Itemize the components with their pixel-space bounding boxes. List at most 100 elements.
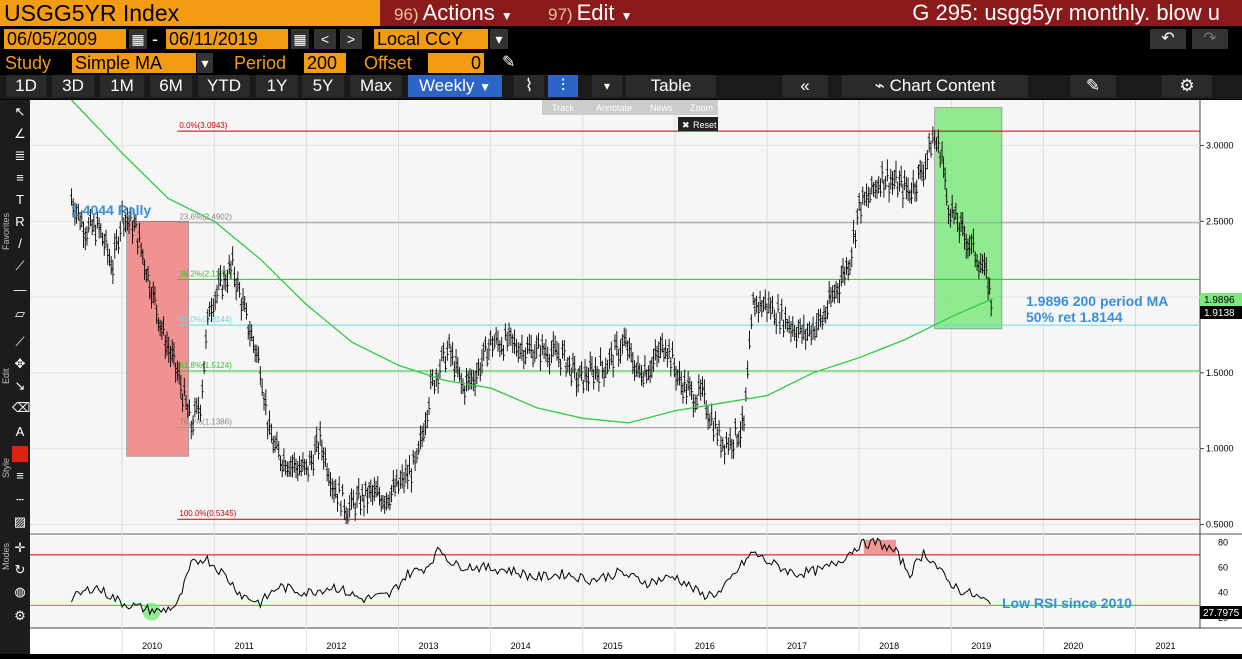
rsi-annotation[interactable]: Low RSI since 2010 <box>1002 595 1132 611</box>
currency-select[interactable]: Local CCY <box>374 29 488 49</box>
undo-icon[interactable]: ↶ <box>1150 29 1186 49</box>
edit-side-label: Edit <box>1 368 11 384</box>
pattern-icon[interactable]: ▨ <box>13 514 27 529</box>
left-toolbar: ↖ ∠ ≣ ≡ T R / ⟋ — ▱ ⟋ ✥ ↘ ⌫ A ≡ ┄ ▨ ✛ ↻ … <box>0 100 30 654</box>
edit-chart-icon[interactable]: ✎ <box>1070 75 1116 97</box>
pencil-icon[interactable]: ✎ <box>502 54 516 71</box>
calendar-icon[interactable]: ▦ <box>291 29 309 49</box>
y-tick-label: 1.5000 <box>1206 368 1234 378</box>
rally-box <box>126 221 189 457</box>
brush-tool-icon[interactable]: ⟋ <box>15 334 25 349</box>
ma-price-tag-text: 1.9896 <box>1204 295 1235 306</box>
chevron-down-icon[interactable]: ▾ <box>490 29 508 49</box>
x-tick-label: 2014 <box>511 641 531 651</box>
ray-tool-icon[interactable]: ⟋ <box>15 258 25 273</box>
news-tool[interactable]: News <box>650 103 673 113</box>
prev-arrow-icon[interactable]: < <box>314 29 336 49</box>
globe-icon[interactable]: ◍ <box>14 584 26 599</box>
x-tick-label: 2010 <box>142 641 162 651</box>
hline-tool-icon[interactable]: — <box>13 282 27 297</box>
calendar-icon[interactable]: ▦ <box>129 29 147 49</box>
chevron-down-icon: ▼ <box>479 80 492 94</box>
modes-side-label: Modes <box>1 542 11 570</box>
actions-label: Actions <box>422 0 495 25</box>
chevron-down-icon[interactable]: ▾ <box>592 75 622 97</box>
fib-level-label: 100.0%(0.5345) <box>179 509 236 518</box>
arrow-tool-icon[interactable]: ↘ <box>14 378 26 393</box>
reset-icon: ✖ <box>682 120 690 130</box>
chart-area[interactable]: 0.0%(3.0943) 23.6%(2.4902) 38.2%(2.1165) 50… <box>30 99 1242 654</box>
eraser-tool-icon[interactable]: ⌫ <box>12 400 31 415</box>
x-tick-label: 2017 <box>787 641 807 651</box>
cursor-icon[interactable]: ↖ <box>14 104 26 119</box>
next-arrow-icon[interactable]: > <box>340 29 362 49</box>
period-field[interactable]: 200 <box>304 53 346 73</box>
rsi-value-tag-text: 27.7975 <box>1203 608 1240 619</box>
color-swatch-icon[interactable] <box>12 446 28 462</box>
redo-icon[interactable]: ↷ <box>1192 29 1228 49</box>
region-tool-icon[interactable]: R <box>15 214 25 229</box>
zoom-tool[interactable]: Zoom <box>690 103 713 113</box>
range-max-button[interactable]: Max <box>350 75 402 97</box>
rsi-tick-label: 80 <box>1218 537 1228 547</box>
move-tool-icon[interactable]: ✥ <box>14 356 26 371</box>
edit-menu[interactable]: 97) Edit ▼ <box>540 0 690 26</box>
line-tool-icon[interactable]: ∠ <box>14 126 26 141</box>
date-separator: - <box>152 29 158 49</box>
line-style-icon[interactable]: ┄ <box>16 492 24 507</box>
range-1d-button[interactable]: 1D <box>6 75 46 97</box>
rally-annotation[interactable]: 1.4044 Rally <box>71 202 151 218</box>
ma-price-tag <box>1200 293 1242 306</box>
chart-content-label: Chart Content <box>889 76 996 95</box>
line-weight-icon[interactable]: ≡ <box>16 468 24 483</box>
chevron-down-icon[interactable]: ▾ <box>197 53 213 73</box>
end-date-field[interactable]: 06/11/2019 <box>166 29 288 49</box>
annotate-tool[interactable]: Annotate <box>596 103 632 113</box>
chart-content-button[interactable]: ⌁ Chart Content <box>842 75 1028 97</box>
ma-annotation[interactable]: 1.9896 200 period MA <box>1026 293 1168 309</box>
range-5y-button[interactable]: 5Y <box>302 75 344 97</box>
font-style-icon[interactable]: A <box>15 424 25 439</box>
x-tick-label: 2018 <box>879 641 899 651</box>
fib-tool-icon[interactable]: ≣ <box>14 148 26 163</box>
retracement-annotation[interactable]: 50% ret 1.8144 <box>1026 309 1123 325</box>
edit-number: 97) <box>548 5 573 24</box>
track-tool[interactable]: Track <box>552 103 575 113</box>
bar-chart-icon[interactable]: ⫶ <box>548 75 578 97</box>
fib-level-label: 50.0%(1.8144) <box>179 315 232 324</box>
text-tool-icon[interactable]: T <box>16 192 24 207</box>
range-6m-button[interactable]: 6M <box>150 75 192 97</box>
collapse-icon[interactable]: « <box>782 75 828 97</box>
y-tick-label: 2.5000 <box>1206 216 1234 226</box>
line-chart-icon[interactable]: ⌇ <box>514 75 544 97</box>
chevron-down-icon: ▼ <box>500 9 513 23</box>
range-3d-button[interactable]: 3D <box>52 75 94 97</box>
actions-menu[interactable]: 96) Actions ▼ <box>386 0 534 26</box>
fib-ext-icon[interactable]: ≡ <box>16 170 24 185</box>
range-1y-button[interactable]: 1Y <box>256 75 298 97</box>
fib-level-label: 61.8%(1.5124) <box>179 361 232 370</box>
study-select[interactable]: Simple MA <box>72 53 196 73</box>
trend-tool-icon[interactable]: / <box>18 236 22 251</box>
rsi-line <box>71 537 991 616</box>
frequency-select[interactable]: Weekly ▼ <box>408 75 502 97</box>
price-chart[interactable]: 0.0%(3.0943)23.6%(2.4902)38.2%(2.1165)50… <box>30 99 1242 654</box>
offset-label: Offset <box>364 53 412 73</box>
crosshair-icon[interactable]: ✛ <box>14 540 26 555</box>
reset-button[interactable] <box>678 117 718 131</box>
security-title[interactable]: USGG5YR Index <box>0 0 380 26</box>
channel-tool-icon[interactable]: ▱ <box>15 306 25 321</box>
range-1m-button[interactable]: 1M <box>100 75 144 97</box>
rsi-value-tag <box>1200 606 1242 619</box>
refresh-mode-icon[interactable]: ↻ <box>14 562 26 577</box>
offset-field[interactable]: 0 <box>428 53 484 73</box>
range-ytd-button[interactable]: YTD <box>198 75 250 97</box>
date-bar: 06/05/2009 ▦ - 06/11/2019 ▦ < > Local CC… <box>0 27 1242 51</box>
y-tick-label: 3.0000 <box>1206 140 1234 150</box>
start-date-field[interactable]: 06/05/2009 <box>4 29 126 49</box>
gear-icon[interactable]: ⚙ <box>1162 75 1212 97</box>
settings-icon[interactable]: ⚙ <box>14 608 26 623</box>
range-bar: 1D 3D 1M 6M YTD 1Y 5Y Max Weekly ▼ ⌇ ⫶ ▾… <box>0 75 1242 99</box>
table-button[interactable]: Table <box>626 75 716 97</box>
x-tick-label: 2016 <box>695 641 715 651</box>
